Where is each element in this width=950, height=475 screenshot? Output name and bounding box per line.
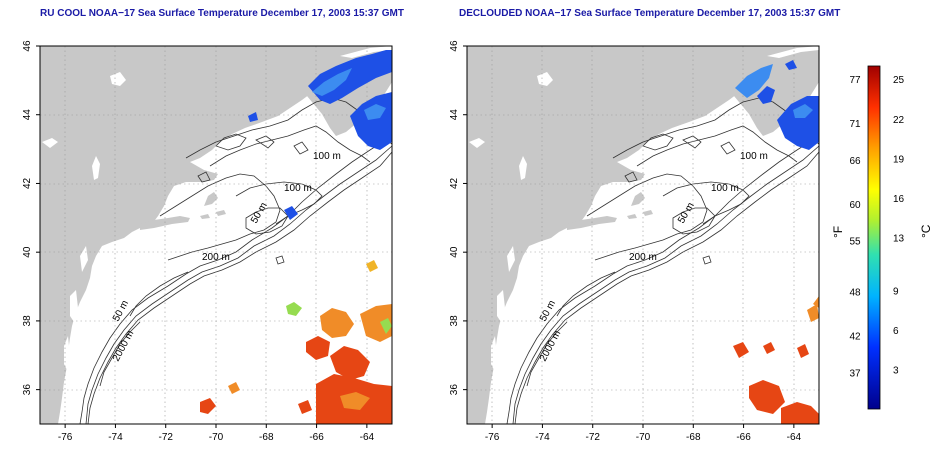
contour-label: 100 m [313,151,341,162]
fahrenheit-tick-label: 42 [849,332,861,343]
lat-tick-label: 38 [22,315,33,327]
lon-tick-label: -72 [158,432,173,443]
celsius-tick-label: 19 [893,154,905,165]
lat-tick-label: 40 [449,246,460,258]
lat-tick-label: 44 [449,109,460,121]
contour-label: 200 m [202,252,230,263]
celsius-tick-label: 6 [893,326,899,337]
contour-label: 100 m [740,151,768,162]
fahrenheit-unit-label: °F [831,226,845,238]
celsius-tick-label: 13 [893,234,905,245]
lon-tick-label: -66 [736,432,751,443]
left-warm-sst-patches [200,260,392,424]
fahrenheit-tick-label: 55 [849,236,861,247]
colorbar-gradient [867,65,881,410]
left-map-title: RU COOL NOAA−17 Sea Surface Temperature … [40,8,404,19]
lon-tick-label: -68 [259,432,274,443]
lat-tick-label: 46 [22,40,33,52]
lon-tick-label: -76 [58,432,73,443]
lon-tick-label: -72 [585,432,600,443]
colorbar-ticks: 25 77 22 71 19 66 16 60 13 55 9 48 6 42 3 37 [849,75,904,379]
fahrenheit-tick-label: 71 [849,119,861,130]
celsius-tick-label: 22 [893,115,905,126]
lon-tick-label: -74 [535,432,550,443]
fahrenheit-tick-label: 37 [849,368,861,379]
celsius-unit-label: °C [919,224,933,238]
lon-tick-label: -68 [686,432,701,443]
fahrenheit-tick-label: 66 [849,156,861,167]
lat-tick-label: 36 [449,384,460,396]
lat-tick-label: 46 [449,40,460,52]
left-cold-sst-patches [248,50,392,220]
lat-tick-label: 38 [449,315,460,327]
right-warm-sst-patches [733,296,819,424]
lat-tick-label: 44 [22,109,33,121]
lat-tick-label: 36 [22,384,33,396]
lon-tick-label: -76 [485,432,500,443]
lat-tick-label: 42 [449,177,460,189]
lat-tick-label: 40 [22,246,33,258]
right-map-title: DECLOUDED NOAA−17 Sea Surface Temperatur… [459,8,841,19]
left-axis-ticks: -76 -74 -72 -70 -68 -66 -64 36 38 40 42 44 46 [22,40,375,443]
lon-tick-label: -70 [636,432,651,443]
lon-tick-label: -70 [209,432,224,443]
lon-tick-label: -64 [360,432,375,443]
fahrenheit-tick-label: 60 [849,200,861,211]
contour-label: 100 m [284,183,312,194]
contour-label: 200 m [629,252,657,263]
celsius-tick-label: 9 [893,286,899,297]
right-map: 100 m 100 m 50 m 200 m 50 m 2000 m -76 -7… [449,40,820,443]
lon-tick-label: -74 [108,432,123,443]
fahrenheit-tick-label: 77 [849,75,861,86]
lat-tick-label: 42 [22,177,33,189]
fahrenheit-tick-label: 48 [849,288,861,299]
right-cold-sst-patches [735,60,819,150]
contour-label: 100 m [711,183,739,194]
lon-tick-label: -66 [309,432,324,443]
celsius-tick-label: 3 [893,365,899,376]
celsius-tick-label: 25 [893,75,905,86]
celsius-tick-label: 16 [893,194,905,205]
left-map: 100 m 100 m 50 m 200 m 50 m 2000 m -76 -7… [22,40,393,443]
lon-tick-label: -64 [787,432,802,443]
right-axis-ticks: -76 -74 -72 -70 -68 -66 -64 36 38 40 42 44 46 [449,40,802,443]
colorbar: 25 77 22 71 19 66 16 60 13 55 9 48 6 42 3 37 °F °C [831,65,933,410]
